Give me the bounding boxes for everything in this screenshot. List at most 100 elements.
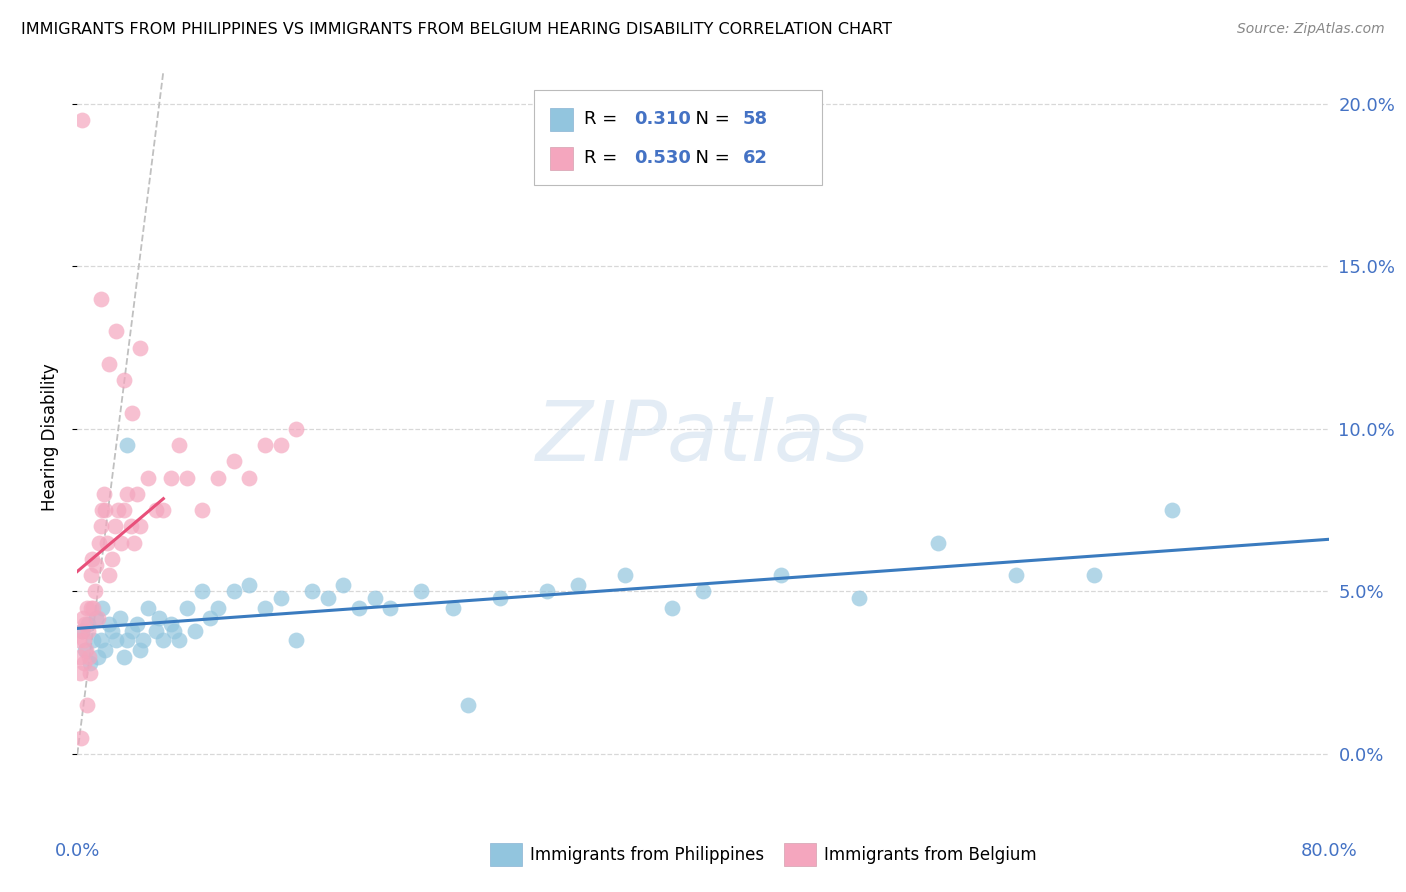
Point: [253, 438, 276, 452]
Point: [411, 584, 433, 599]
Point: [82, 552, 104, 566]
Point: [89, 535, 111, 549]
Point: [363, 591, 385, 605]
Point: [75, 617, 97, 632]
Text: Source: ZipAtlas.com: Source: ZipAtlas.com: [1237, 22, 1385, 37]
Point: [72, 610, 94, 624]
Point: [152, 633, 174, 648]
Point: [129, 643, 152, 657]
Point: [75, 643, 97, 657]
Text: R =: R =: [583, 110, 623, 128]
Point: [129, 341, 152, 355]
Point: [84, 610, 107, 624]
Point: [120, 519, 142, 533]
Text: 0.0%: 0.0%: [55, 842, 100, 860]
Bar: [550, 146, 572, 170]
Text: 0.310: 0.310: [634, 110, 692, 128]
Point: [75, 643, 97, 657]
Point: [183, 624, 205, 638]
Point: [112, 503, 135, 517]
Point: [112, 649, 135, 664]
Point: [176, 600, 198, 615]
Point: [100, 624, 122, 638]
FancyBboxPatch shape: [534, 90, 823, 185]
Point: [121, 406, 143, 420]
Point: [82, 633, 104, 648]
Point: [96, 535, 118, 549]
Point: [82, 600, 104, 615]
Point: [70, 624, 93, 638]
Point: [301, 584, 323, 599]
Text: N =: N =: [685, 110, 735, 128]
Point: [90, 519, 112, 533]
Point: [121, 624, 143, 638]
Point: [163, 624, 186, 638]
Point: [70, 113, 93, 128]
Point: [200, 610, 222, 624]
Point: [80, 600, 103, 615]
Point: [104, 519, 127, 533]
Point: [567, 578, 589, 592]
Point: [222, 454, 245, 468]
Point: [848, 591, 870, 605]
Point: [160, 471, 183, 485]
Point: [110, 535, 132, 549]
Point: [145, 503, 167, 517]
Point: [132, 633, 155, 648]
Point: [332, 578, 354, 592]
Point: [70, 731, 93, 745]
Point: [77, 649, 100, 664]
Point: [91, 600, 114, 615]
Point: [69, 665, 91, 680]
Point: [97, 617, 120, 632]
Y-axis label: Hearing Disability: Hearing Disability: [41, 363, 59, 511]
Text: Immigrants from Philippines: Immigrants from Philippines: [530, 846, 765, 863]
Point: [73, 656, 96, 670]
Text: 58: 58: [742, 110, 768, 128]
Point: [927, 535, 949, 549]
Point: [191, 503, 214, 517]
Bar: [550, 108, 572, 131]
Point: [613, 568, 636, 582]
Point: [176, 471, 198, 485]
Point: [69, 649, 91, 664]
Point: [770, 568, 793, 582]
Point: [70, 624, 93, 638]
Point: [378, 600, 402, 615]
Text: 80.0%: 80.0%: [1301, 842, 1357, 860]
Point: [117, 487, 139, 501]
Point: [1161, 503, 1184, 517]
Point: [145, 624, 167, 638]
Point: [72, 633, 94, 648]
Point: [167, 633, 190, 648]
Point: [222, 584, 245, 599]
Point: [100, 552, 122, 566]
Point: [125, 617, 148, 632]
Point: [125, 487, 148, 501]
Point: [117, 438, 139, 452]
Point: [457, 698, 479, 713]
Point: [129, 519, 152, 533]
Point: [152, 503, 174, 517]
Point: [160, 617, 183, 632]
Point: [77, 624, 100, 638]
Point: [253, 600, 276, 615]
Text: IMMIGRANTS FROM PHILIPPINES VS IMMIGRANTS FROM BELGIUM HEARING DISABILITY CORREL: IMMIGRANTS FROM PHILIPPINES VS IMMIGRANT…: [21, 22, 891, 37]
Point: [207, 600, 229, 615]
Point: [148, 610, 170, 624]
Point: [67, 633, 90, 648]
Point: [692, 584, 714, 599]
Point: [1083, 568, 1105, 582]
Point: [1004, 568, 1026, 582]
Point: [86, 610, 108, 624]
Bar: [491, 843, 522, 866]
Point: [105, 633, 128, 648]
Point: [117, 633, 139, 648]
Point: [93, 487, 115, 501]
Point: [79, 665, 101, 680]
Text: 62: 62: [742, 149, 768, 167]
Point: [136, 600, 159, 615]
Point: [270, 438, 292, 452]
Point: [441, 600, 464, 615]
Point: [79, 656, 101, 670]
